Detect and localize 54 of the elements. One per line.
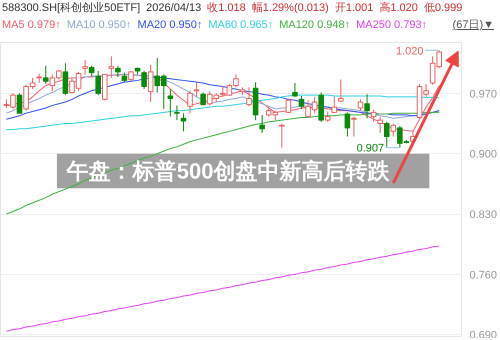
candlestick [259, 114, 265, 134]
chart-subtitle: 2026/04/13 [146, 1, 202, 16]
line-series [6, 245, 440, 332]
candlestick [200, 92, 206, 106]
candlestick [122, 72, 128, 83]
candlestick [246, 86, 252, 107]
y-tick-label: 0.760 [470, 269, 498, 282]
text: 开1.001 [334, 1, 374, 16]
candlestick [298, 95, 304, 110]
candlestick [324, 110, 331, 122]
candlestick [286, 98, 292, 114]
text: MA250 0.793↑ [356, 18, 428, 33]
text: 低0.999 [424, 1, 462, 16]
candlestick [62, 62, 68, 96]
chart-title: 588300.SH[科创创业50ETF] [2, 1, 140, 16]
candlestick [42, 65, 49, 84]
candlestick [194, 82, 200, 98]
text: 幅1.29%(0.013) [252, 1, 329, 16]
candlestick [390, 123, 396, 137]
candlestick [344, 112, 350, 137]
text: MA5 0.979↑ [2, 18, 61, 33]
annotation: 0.907 [356, 142, 384, 155]
candlestick [292, 82, 298, 98]
annotation: 1.020 [396, 45, 424, 58]
candlestick [358, 98, 364, 112]
candlestick [95, 70, 102, 96]
text: 高1.020 [379, 0, 418, 16]
y-tick-label: 0.830 [470, 209, 498, 222]
candlestick [16, 92, 22, 114]
text: 收1.018 [207, 1, 246, 16]
candlestick [148, 64, 154, 102]
y-tick-label: 0.970 [470, 88, 498, 100]
candlestick [180, 112, 186, 132]
candlestick [115, 65, 121, 78]
candlestick [82, 59, 88, 75]
text: MA10 0.950↑ [66, 18, 132, 33]
candlestick [108, 56, 114, 78]
candlestick [141, 70, 147, 90]
candlestick [370, 109, 376, 122]
candlestick [338, 79, 344, 102]
text: (67日)▼ [452, 18, 494, 33]
candlestick [377, 116, 383, 134]
candlestick [364, 94, 370, 119]
candlestick [88, 65, 94, 77]
text: MA120 0.948↑ [279, 18, 350, 33]
candlestick [168, 88, 174, 118]
candlestick [331, 96, 338, 114]
y-tick-label: 0.900 [470, 148, 498, 161]
candlestick [36, 73, 42, 84]
text: MA20 0.950↑ [138, 18, 202, 33]
candlestick [187, 90, 193, 114]
candlestick [384, 121, 390, 148]
candlestick [128, 70, 134, 81]
text: MA60 0.965↑ [208, 18, 274, 33]
